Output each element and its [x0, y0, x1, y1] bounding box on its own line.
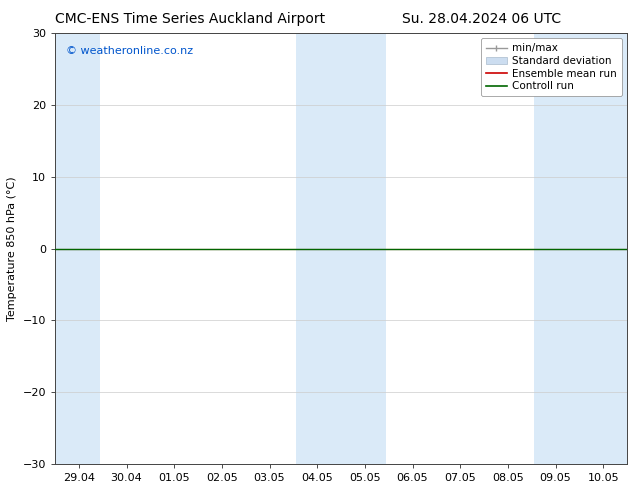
- Bar: [55, 33, 100, 464]
- Text: CMC-ENS Time Series Auckland Airport: CMC-ENS Time Series Auckland Airport: [55, 12, 325, 26]
- Y-axis label: Temperature 850 hPa (°C): Temperature 850 hPa (°C): [7, 176, 17, 321]
- Text: © weatheronline.co.nz: © weatheronline.co.nz: [67, 46, 193, 56]
- Text: Su. 28.04.2024 06 UTC: Su. 28.04.2024 06 UTC: [403, 12, 561, 26]
- Legend: min/max, Standard deviation, Ensemble mean run, Controll run: min/max, Standard deviation, Ensemble me…: [481, 38, 622, 97]
- Bar: [534, 33, 627, 464]
- Bar: [295, 33, 386, 464]
